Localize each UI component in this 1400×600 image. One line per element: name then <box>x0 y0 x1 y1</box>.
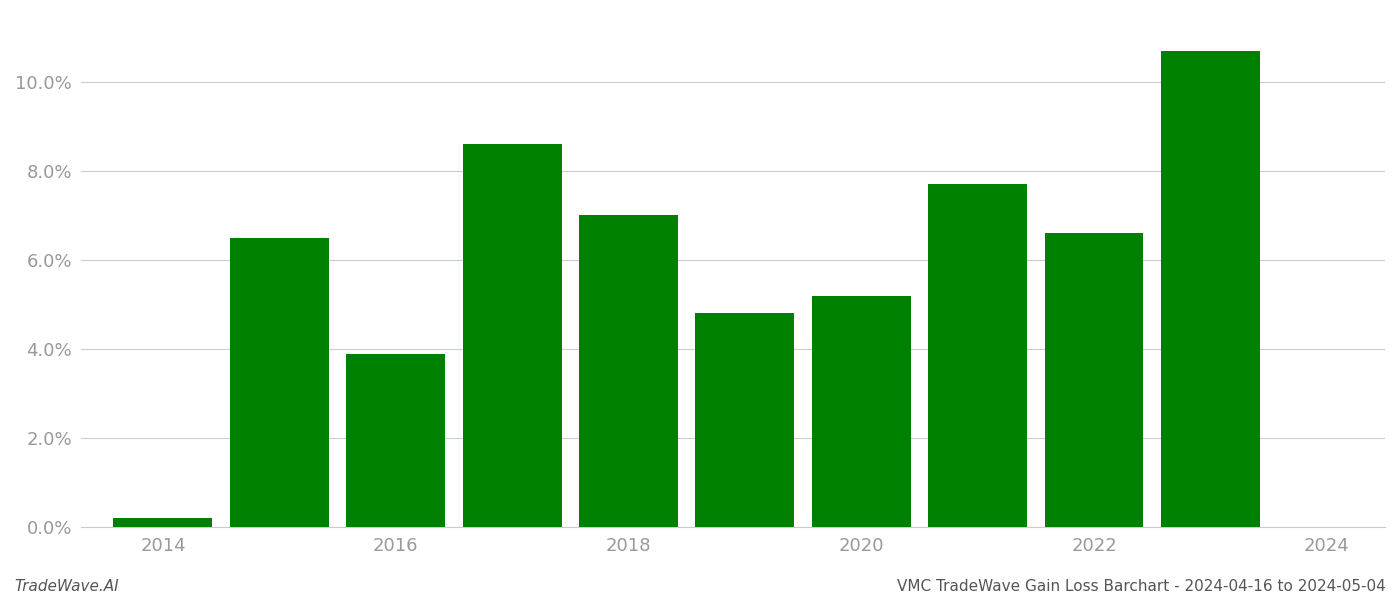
Bar <box>928 184 1028 527</box>
Bar <box>580 215 678 527</box>
Bar <box>113 518 213 527</box>
Text: VMC TradeWave Gain Loss Barchart - 2024-04-16 to 2024-05-04: VMC TradeWave Gain Loss Barchart - 2024-… <box>897 579 1386 594</box>
Text: TradeWave.AI: TradeWave.AI <box>14 579 119 594</box>
Bar <box>462 144 561 527</box>
Bar <box>696 313 794 527</box>
Bar <box>1161 50 1260 527</box>
Bar <box>346 353 445 527</box>
Bar <box>812 296 911 527</box>
Bar <box>1044 233 1144 527</box>
Bar <box>230 238 329 527</box>
